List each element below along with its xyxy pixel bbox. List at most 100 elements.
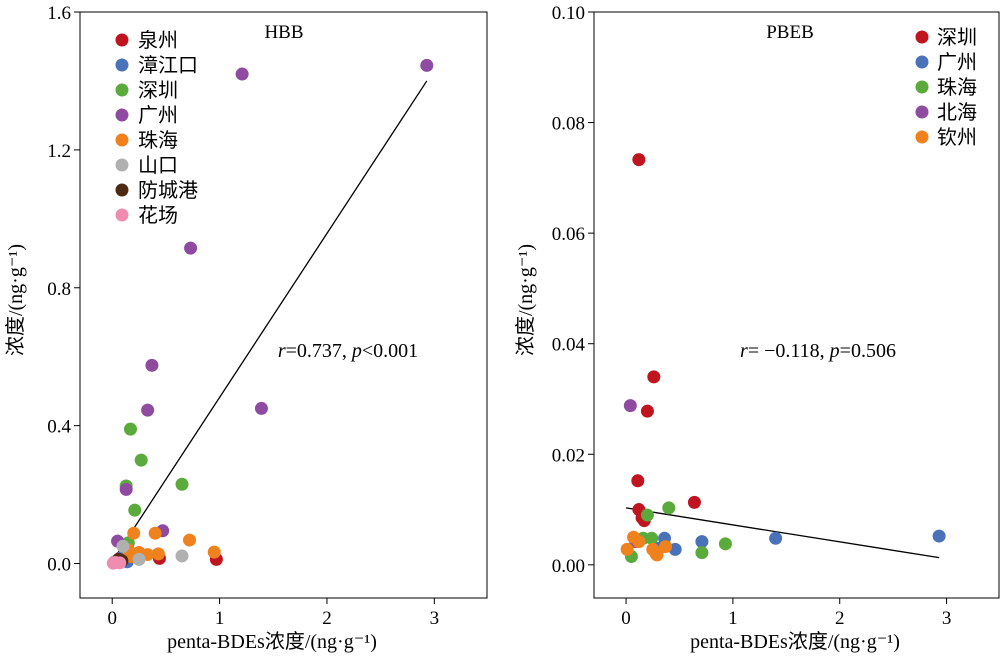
y-tick-label: 0.8 <box>47 279 71 300</box>
legend-label: 广州 <box>937 51 977 74</box>
y-tick-label: 0.08 <box>552 114 585 135</box>
data-point <box>116 539 130 553</box>
data-point <box>632 153 646 167</box>
data-point <box>649 547 663 561</box>
legend-marker <box>915 130 929 144</box>
legend-marker <box>915 55 929 69</box>
plot-frame <box>79 11 488 599</box>
legend-label: 珠海 <box>138 129 178 152</box>
series-4 <box>623 399 643 549</box>
legend-marker <box>115 33 129 47</box>
x-tick-label: 2 <box>835 608 845 629</box>
legend-label: 钦州 <box>937 126 977 149</box>
data-point <box>106 556 120 570</box>
legend-marker <box>915 30 929 44</box>
chart-title: PBEB <box>766 22 814 43</box>
legend-marker <box>915 80 929 94</box>
data-point <box>620 542 634 556</box>
series-5 <box>620 530 673 562</box>
legend-marker <box>115 108 129 122</box>
data-point <box>119 482 133 496</box>
chart-panel-2: 0 1 2 3 0.00 0.02 0.04 0.06 0.08 0.10 penta-BDEs浓度… <box>514 3 1000 653</box>
data-point <box>184 241 198 255</box>
chart-panel-1: 0 1 2 3 0.0 0.4 0.8 1.2 1.6 penta-BDEs浓度/(ng·g⁻¹)… <box>4 3 488 653</box>
legend-marker <box>115 208 129 222</box>
data-point <box>659 540 673 554</box>
series-1 <box>631 153 701 528</box>
x-tick-label: 0 <box>621 608 631 629</box>
legend-label: 漳江口 <box>138 54 198 77</box>
data-point <box>640 404 654 418</box>
x-axis-label: penta-BDEs浓度/(ng·g⁻¹) <box>690 630 900 653</box>
x-tick-label: 1 <box>728 608 738 629</box>
legend-marker <box>915 105 929 119</box>
data-point <box>141 403 155 417</box>
data-point <box>640 508 654 522</box>
data-point <box>235 67 249 81</box>
y-tick-label: 1.6 <box>47 3 71 24</box>
x-tick-label: 1 <box>215 608 225 629</box>
correlation-annotation: r= −0.118, p=0.506 <box>740 340 896 362</box>
data-point <box>145 358 159 372</box>
y-tick-label: 0.04 <box>552 335 586 356</box>
y-axis-label: 浓度/(ng·g⁻¹) <box>4 244 27 356</box>
legend-label: 深圳 <box>138 79 178 102</box>
y-tick-label: 1.2 <box>47 141 71 162</box>
data-point <box>687 495 701 509</box>
data-point <box>695 546 709 560</box>
legend-marker <box>115 183 129 197</box>
y-tick-label: 0.0 <box>47 555 71 576</box>
y-tick-label: 0.06 <box>552 224 585 245</box>
plot-frame <box>593 11 1000 599</box>
y-tick-label: 0.02 <box>552 445 585 466</box>
legend-label: 深圳 <box>937 26 977 49</box>
regression-line <box>625 507 940 559</box>
data-point <box>718 537 732 551</box>
y-tick-label: 0.4 <box>47 417 71 438</box>
data-point <box>632 535 646 549</box>
data-point <box>631 474 645 488</box>
y-tick-label: 0.10 <box>552 3 585 24</box>
data-point <box>134 453 148 467</box>
data-point <box>662 501 676 515</box>
legend-marker <box>115 58 129 72</box>
legend-marker <box>115 83 129 97</box>
series-8 <box>106 555 127 570</box>
x-axis-label: penta-BDEs浓度/(ng·g⁻¹) <box>167 630 377 653</box>
legend-label: 花场 <box>138 204 178 227</box>
y-tick-label: 0.00 <box>552 556 585 577</box>
data-point <box>123 422 137 436</box>
data-point <box>128 503 142 517</box>
legend-marker <box>115 133 129 147</box>
x-tick-label: 3 <box>430 608 440 629</box>
data-point <box>183 533 197 547</box>
legend-marker <box>115 158 129 172</box>
y-axis-label: 浓度/(ng·g⁻¹) <box>514 244 537 356</box>
chart-title: HBB <box>264 22 303 43</box>
data-point <box>127 526 141 540</box>
regression-line <box>117 80 428 554</box>
x-tick-label: 3 <box>942 608 952 629</box>
data-point <box>151 547 165 561</box>
data-point <box>420 58 434 72</box>
data-point <box>695 535 709 549</box>
data-point <box>148 526 162 540</box>
legend-label: 珠海 <box>937 76 977 99</box>
legend-label: 广州 <box>138 104 178 127</box>
legend-label: 山口 <box>138 154 178 177</box>
data-point <box>932 529 946 543</box>
x-tick-label: 2 <box>322 608 332 629</box>
legend-label: 防城港 <box>138 179 198 202</box>
data-point <box>175 549 189 563</box>
data-point <box>254 401 268 415</box>
data-point <box>132 552 146 566</box>
data-point <box>623 399 637 413</box>
data-point <box>647 370 661 384</box>
data-point <box>175 477 189 491</box>
data-point <box>769 531 783 545</box>
legend-label: 泉州 <box>138 29 178 52</box>
